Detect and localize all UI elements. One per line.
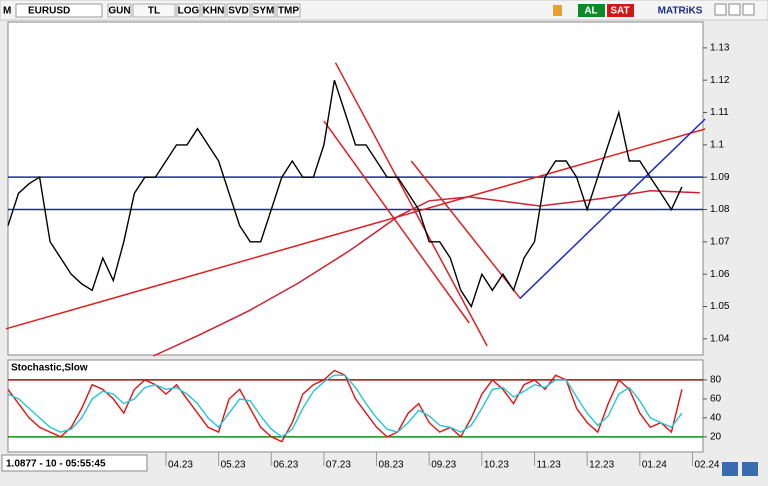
x-tick-label: 05.23 bbox=[221, 460, 246, 471]
x-tick-label: 07.23 bbox=[326, 460, 351, 471]
trend-line bbox=[152, 190, 700, 357]
y-tick-label: 1.11 bbox=[710, 107, 729, 118]
y-tick-label: 1.06 bbox=[710, 269, 730, 280]
toolbar-button[interactable] bbox=[276, 3, 301, 18]
status: 1.0877 - 10 - 05:55:45 bbox=[6, 459, 106, 470]
x-tick-label: 10.23 bbox=[484, 460, 509, 471]
toolbar-button-label[interactable]: SVD bbox=[228, 6, 249, 17]
trend-line bbox=[334, 62, 488, 347]
y-tick-label: 80 bbox=[710, 375, 722, 386]
brand: MATRiKS bbox=[658, 6, 703, 17]
x-tick-label: 04.23 bbox=[168, 460, 193, 471]
toolbar-button-label[interactable]: KHN bbox=[203, 6, 225, 17]
y-tick-label: 1.09 bbox=[710, 172, 730, 183]
x-tick-label: 12.23 bbox=[589, 460, 614, 471]
series-line bbox=[7, 374, 683, 438]
sell-button[interactable] bbox=[607, 4, 634, 17]
maximize[interactable] bbox=[728, 3, 741, 16]
y-tick-label: 1.04 bbox=[710, 333, 730, 344]
y-tick-label: 1.05 bbox=[710, 301, 730, 312]
y-tick-label: 60 bbox=[710, 394, 722, 405]
toolbar-button[interactable] bbox=[201, 3, 226, 18]
close[interactable] bbox=[742, 3, 755, 16]
indicator-panel bbox=[7, 359, 704, 453]
toolbar-button[interactable] bbox=[176, 3, 201, 18]
trend-line bbox=[323, 120, 470, 324]
toolbar-button-label[interactable]: GUN bbox=[108, 6, 130, 17]
toolbar-button-label[interactable]: TL bbox=[148, 6, 160, 17]
x-tick-label: 08.23 bbox=[379, 460, 404, 471]
toolbar-button[interactable] bbox=[251, 3, 276, 18]
price-panel bbox=[7, 21, 704, 356]
x-tick-label: 11.23 bbox=[537, 460, 562, 471]
toolbar-button[interactable] bbox=[226, 3, 251, 18]
toolbar-button-label[interactable]: TMP bbox=[278, 6, 299, 17]
toolbar-button-label[interactable]: LOG bbox=[178, 6, 200, 17]
y-tick-label: 1.12 bbox=[710, 75, 730, 86]
y-tick-label: 20 bbox=[710, 431, 722, 442]
x-tick-label: 02.24 bbox=[694, 460, 719, 471]
y-tick-label: 1.13 bbox=[710, 43, 730, 54]
trend-line bbox=[519, 118, 706, 300]
y-tick-label: 1.08 bbox=[710, 204, 730, 215]
status-box bbox=[1, 454, 148, 472]
menu[interactable]: M bbox=[3, 6, 11, 17]
symbol[interactable]: EURUSD bbox=[28, 6, 70, 17]
toolbar-button-label[interactable]: SYM bbox=[253, 6, 275, 17]
x-tick-label: 01.24 bbox=[642, 460, 667, 471]
toolbar-button[interactable] bbox=[107, 3, 132, 18]
y-tick-label: 1.1 bbox=[710, 139, 724, 150]
buy-button[interactable] bbox=[578, 4, 605, 17]
symbol-box[interactable] bbox=[15, 3, 103, 18]
trend-line bbox=[5, 128, 706, 330]
sell[interactable]: SAT bbox=[610, 6, 629, 17]
toolbar-button[interactable] bbox=[132, 3, 176, 18]
x-tick-label: 09.23 bbox=[431, 460, 456, 471]
icon[interactable] bbox=[553, 5, 562, 16]
x-tick-label: 06.23 bbox=[273, 460, 298, 471]
indicator-title: Stochastic,Slow bbox=[11, 363, 88, 374]
y-tick-label: 40 bbox=[710, 412, 722, 423]
y-tick-label: 1.07 bbox=[710, 236, 730, 247]
buy[interactable]: AL bbox=[584, 6, 597, 17]
scroll-button[interactable] bbox=[722, 462, 738, 476]
series-line bbox=[7, 79, 683, 309]
minimize[interactable] bbox=[714, 3, 727, 16]
zoom-button[interactable] bbox=[742, 462, 758, 476]
